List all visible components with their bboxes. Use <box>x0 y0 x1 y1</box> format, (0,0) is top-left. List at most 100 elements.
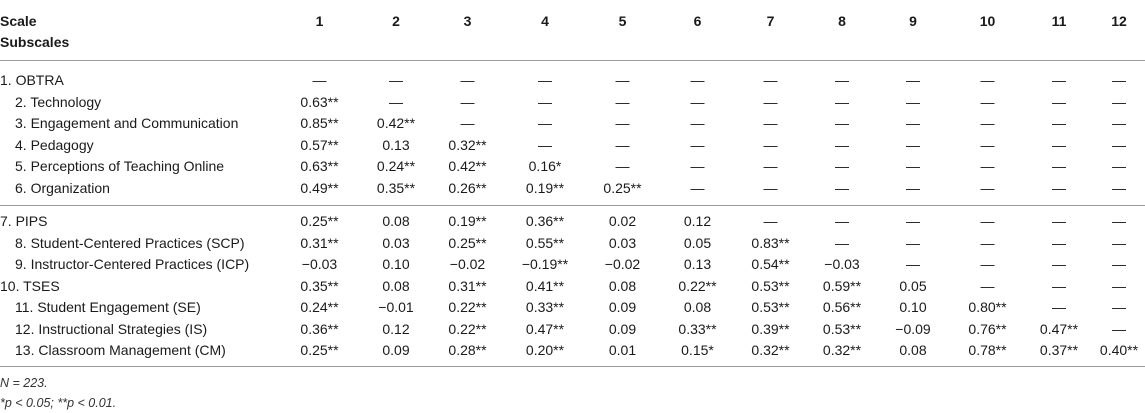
correlation-cell: — <box>538 72 552 88</box>
row-label: 3. Engagement and Communication <box>15 115 239 131</box>
row-label: 5. Perceptions of Teaching Online <box>15 158 225 174</box>
correlation-cell: 0.49** <box>300 179 339 196</box>
table-row: 2. Technology 0.63** — — — — — — — — — — — <box>0 92 1145 114</box>
correlation-cell: 0.53** <box>751 277 790 294</box>
header-scale-label: Scale <box>0 13 37 29</box>
correlation-cell: 0.13 <box>683 256 712 272</box>
column-header: 9 <box>909 13 917 29</box>
correlation-cell: 0.15* <box>681 342 714 358</box>
correlation-cell: — <box>906 256 920 272</box>
correlation-cell: — <box>1052 277 1066 294</box>
correlation-cell: 0.76** <box>968 320 1007 337</box>
correlation-cell: — <box>1112 72 1126 88</box>
correlation-cell: — <box>763 136 778 153</box>
correlation-cell: 0.20** <box>525 342 565 358</box>
column-header: 4 <box>541 13 549 29</box>
correlation-cell: 0.08 <box>382 277 410 294</box>
column-header: 6 <box>693 13 702 29</box>
correlation-cell: 0.33** <box>678 320 717 337</box>
correlation-cell: — <box>690 115 705 131</box>
correlation-cell: — <box>980 179 995 196</box>
correlation-cell: — <box>835 136 849 153</box>
correlation-cell: — <box>1052 234 1066 251</box>
row-label: 6. Organization <box>15 179 110 196</box>
correlation-cell: 0.32** <box>822 342 862 358</box>
correlation-cell: 0.40** <box>1099 342 1139 358</box>
correlation-cell: — <box>980 213 995 229</box>
significance-note: *p < 0.05; **p < 0.01. <box>0 396 117 410</box>
row-label: 4. Pedagogy <box>15 136 94 153</box>
correlation-cell: — <box>980 256 995 272</box>
correlation-cell: — <box>1112 256 1126 272</box>
row-label: 7. PIPS <box>0 213 48 229</box>
correlation-cell: 0.28** <box>448 342 487 358</box>
correlation-cell: — <box>835 72 849 88</box>
correlation-cell: 0.47** <box>1039 320 1079 337</box>
correlation-cell: — <box>906 136 920 153</box>
correlation-cell: — <box>835 158 849 174</box>
table-row: 7. PIPS 0.25** 0.08 0.19** 0.36** 0.02 0.12 — — —… <box>0 206 1145 233</box>
correlation-cell: 0.02 <box>608 213 637 229</box>
correlation-table: Scale Subscales 1 2 3 4 5 6 7 8 9 10 11 12 1. OBTRA… <box>0 0 1145 366</box>
correlation-cell: — <box>1112 158 1126 174</box>
correlation-cell: 0.85** <box>300 115 339 131</box>
correlation-cell: — <box>763 213 778 229</box>
correlation-cell: 0.32** <box>751 342 790 358</box>
correlation-cell: — <box>690 136 705 153</box>
correlation-cell: 0.19** <box>525 179 565 196</box>
correlation-cell: — <box>1112 136 1126 153</box>
sample-size-note: N = 223. <box>0 376 48 390</box>
header-corner: Scale Subscales <box>0 0 275 61</box>
correlation-cell: −0.03 <box>824 256 860 272</box>
correlation-cell: 0.33** <box>525 299 565 315</box>
correlation-cell: 0.53** <box>751 299 790 315</box>
correlation-cell: — <box>1052 256 1066 272</box>
correlation-cell: — <box>1052 179 1066 196</box>
correlation-cell: 0.01 <box>608 342 637 358</box>
correlation-cell: −0.19** <box>521 256 569 272</box>
correlation-cell: 0.22** <box>448 320 487 337</box>
column-header: 10 <box>979 13 996 29</box>
correlation-cell: — <box>980 93 995 110</box>
correlation-cell: — <box>906 158 920 174</box>
correlation-cell: 0.08 <box>683 299 712 315</box>
correlation-cell: — <box>906 213 920 229</box>
table-row: 9. Instructor-Centered Practices (ICP) −0… <box>0 254 1145 276</box>
correlation-cell: — <box>615 93 630 110</box>
correlation-cell: 0.63** <box>300 93 339 110</box>
correlation-cell: — <box>1112 234 1126 251</box>
correlation-cell: — <box>980 234 995 251</box>
correlation-cell: 0.19** <box>448 213 487 229</box>
column-header: 2 <box>392 13 400 29</box>
correlation-cell: 0.09 <box>608 320 637 337</box>
correlation-cell: 0.59** <box>822 277 862 294</box>
correlation-cell: 0.35** <box>376 179 416 196</box>
correlation-cell: — <box>615 72 630 88</box>
correlation-cell: — <box>906 115 920 131</box>
correlation-cell: 0.32** <box>448 136 487 153</box>
correlation-cell: 0.55** <box>525 234 565 251</box>
correlation-cell: — <box>906 72 920 88</box>
correlation-cell: — <box>835 234 849 251</box>
correlation-cell: — <box>1052 136 1066 153</box>
column-header: 1 <box>315 13 324 29</box>
correlation-cell: — <box>980 136 995 153</box>
correlation-cell: 0.31** <box>300 234 339 251</box>
table-row: 3. Engagement and Communication 0.85** 0.4… <box>0 113 1145 135</box>
column-header: 12 <box>1111 13 1127 29</box>
correlation-cell: 0.56** <box>822 299 862 315</box>
correlation-cell: — <box>615 115 630 131</box>
correlation-cell: 0.05 <box>899 277 927 294</box>
correlation-cell: 0.13 <box>382 136 410 153</box>
correlation-cell: 0.53** <box>822 320 862 337</box>
correlation-cell: 0.16* <box>528 158 562 174</box>
row-label: 10. TSES <box>0 277 60 294</box>
correlation-cell: 0.63** <box>300 158 339 174</box>
correlation-cell: — <box>763 158 778 174</box>
obtra-group: 1. OBTRA — — — — — — — — — — — — 2. Technology 0.63** —… <box>0 61 1145 206</box>
column-header: 3 <box>463 13 472 29</box>
correlation-cell: — <box>1052 158 1066 174</box>
correlation-cell: 0.78** <box>968 342 1007 358</box>
correlation-cell: 0.39** <box>751 320 790 337</box>
correlation-cell: — <box>835 115 849 131</box>
